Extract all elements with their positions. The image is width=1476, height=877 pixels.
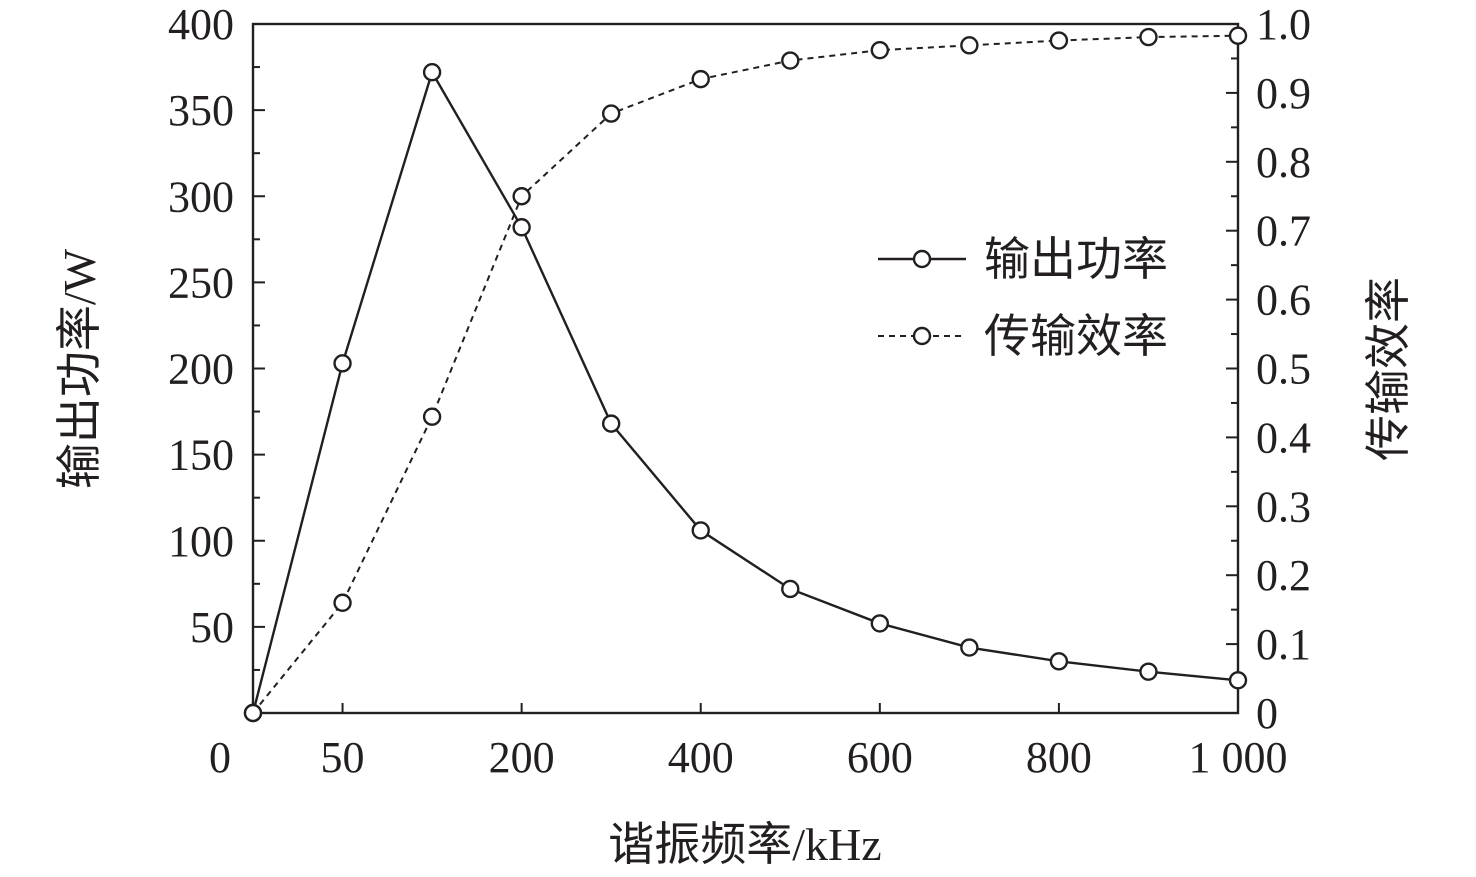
y-right-tick-label: 0.3 xyxy=(1256,482,1311,531)
legend-item-transfer-efficiency: 传输效率 xyxy=(878,311,1168,362)
data-point xyxy=(781,51,800,70)
y-left-tick-label: 400 xyxy=(168,0,234,49)
data-point xyxy=(1228,26,1248,45)
series-line xyxy=(252,34,1239,714)
data-point xyxy=(691,521,710,540)
y-left-tick-label: 350 xyxy=(168,86,234,135)
legend-label-transfer-efficiency: 传输效率 xyxy=(984,311,1168,362)
x-tick-label: 800 xyxy=(1026,733,1092,782)
data-point xyxy=(870,614,890,633)
y-right-tick-label: 0.8 xyxy=(1256,138,1311,187)
plot-frame xyxy=(251,22,1240,715)
data-point xyxy=(870,40,890,60)
y-left-tick-label: 300 xyxy=(168,172,234,221)
y-right-tick-label: 0.5 xyxy=(1256,345,1311,394)
data-point xyxy=(243,703,263,723)
x-tick-label: 600 xyxy=(847,733,913,782)
plot-border xyxy=(251,22,1240,715)
data-point xyxy=(1228,671,1248,690)
y-axis-left: 50 100 150 200 250 300 350 400 xyxy=(168,0,265,671)
y-right-tick-label: 0.9 xyxy=(1256,69,1311,118)
data-point xyxy=(601,104,621,123)
legend-label-output-power: 输出功率 xyxy=(984,234,1168,285)
data-point xyxy=(691,69,710,89)
data-point xyxy=(1139,662,1158,681)
y-left-tick-label: 250 xyxy=(168,258,234,307)
series-transfer-efficiency xyxy=(243,26,1248,723)
y-right-tick-label: 0.2 xyxy=(1256,551,1311,600)
data-point xyxy=(781,579,800,599)
data-point xyxy=(1049,652,1069,671)
y-axis-left-title: 输出功率/W xyxy=(54,248,105,489)
data-point xyxy=(960,638,979,657)
y-right-tick-label: 0.7 xyxy=(1256,207,1311,256)
data-point xyxy=(422,63,442,82)
x-axis: 0 50 200 400 600 800 1 000 xyxy=(209,703,1288,782)
y-axis-right-title: 传输效率 xyxy=(1363,277,1414,461)
x-tick-label: 400 xyxy=(668,733,734,782)
data-point xyxy=(422,407,442,426)
x-tick-label: 50 xyxy=(321,733,365,782)
data-point xyxy=(960,36,979,55)
y-left-tick-label: 150 xyxy=(168,431,234,480)
y-left-tick-label: 50 xyxy=(190,603,234,652)
x-axis-title: 谐振频率/kHz xyxy=(608,819,881,870)
data-point xyxy=(512,218,531,237)
legend: 输出功率 传输效率 xyxy=(878,234,1168,362)
y-right-tick-label: 1.0 xyxy=(1256,0,1311,49)
series-layer xyxy=(243,26,1248,723)
x-tick-label: 200 xyxy=(489,733,555,782)
y-right-tick-label: 0.1 xyxy=(1256,620,1311,669)
y-left-tick-label: 200 xyxy=(168,345,234,394)
y-right-tick-label: 0 xyxy=(1256,689,1278,738)
data-point xyxy=(512,187,531,206)
series-output-power xyxy=(243,63,1248,723)
series-line xyxy=(251,69,1239,714)
y-left-tick-label: 100 xyxy=(168,517,234,566)
y-right-tick-label: 0.4 xyxy=(1256,413,1311,462)
x-tick-label: 0 xyxy=(209,733,231,782)
x-tick-label: 1 000 xyxy=(1189,733,1288,782)
data-point xyxy=(333,354,352,373)
legend-item-output-power: 输出功率 xyxy=(878,234,1168,285)
data-point xyxy=(1139,27,1158,47)
data-point xyxy=(1049,31,1069,50)
data-point xyxy=(333,593,352,612)
y-right-tick-label: 0.6 xyxy=(1256,276,1311,325)
data-point xyxy=(601,414,621,433)
